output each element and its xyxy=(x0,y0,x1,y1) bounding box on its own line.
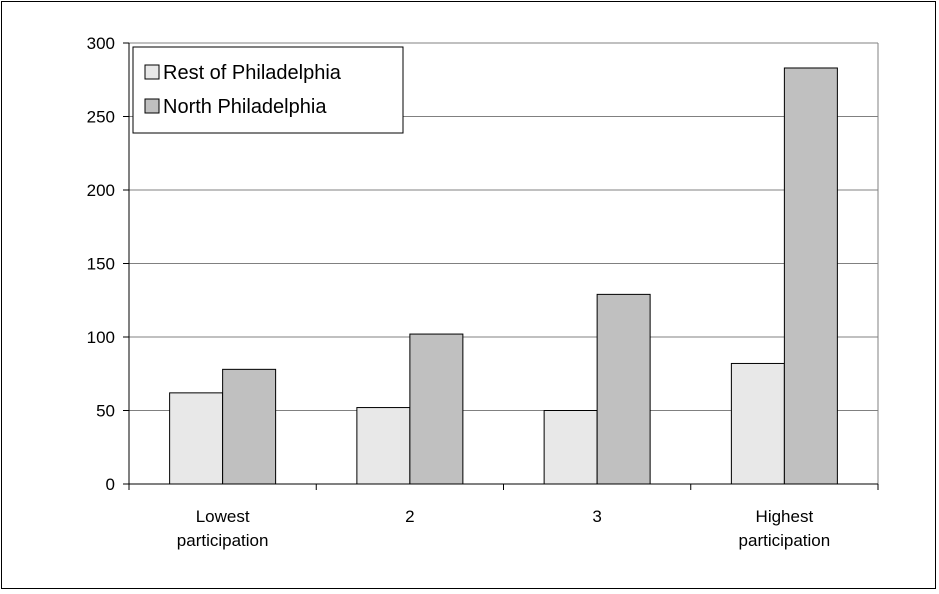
legend-label: Rest of Philadelphia xyxy=(163,62,342,84)
x-tick-label: Lowest xyxy=(196,507,250,526)
bar-north-philadelphia xyxy=(596,293,651,485)
bar-north-philadelphia xyxy=(409,333,464,485)
legend-swatch xyxy=(144,98,160,114)
y-tick-label: 300 xyxy=(87,34,115,53)
legend-label: North Philadelphia xyxy=(163,96,327,118)
y-tick-label: 200 xyxy=(87,181,115,200)
x-tick-label: Highest xyxy=(756,507,814,526)
bar-rest-of-philadelphia xyxy=(730,362,785,485)
x-tick-label: participation xyxy=(739,531,831,550)
bar-rest-of-philadelphia xyxy=(169,392,224,485)
bar-north-philadelphia xyxy=(783,67,838,485)
y-tick-label: 150 xyxy=(87,255,115,274)
legend-swatch xyxy=(144,64,160,80)
bar-rest-of-philadelphia xyxy=(543,410,598,485)
x-tick-label: participation xyxy=(177,531,269,550)
x-tick-label: 3 xyxy=(592,507,601,526)
y-tick-label: 100 xyxy=(87,328,115,347)
y-tick-label: 250 xyxy=(87,108,115,127)
x-tick-label: 2 xyxy=(405,507,414,526)
y-tick-label: 0 xyxy=(106,475,115,494)
bar-north-philadelphia xyxy=(222,368,277,485)
legend-box xyxy=(132,46,404,134)
y-tick-label: 50 xyxy=(96,402,115,421)
bar-rest-of-philadelphia xyxy=(356,407,411,485)
